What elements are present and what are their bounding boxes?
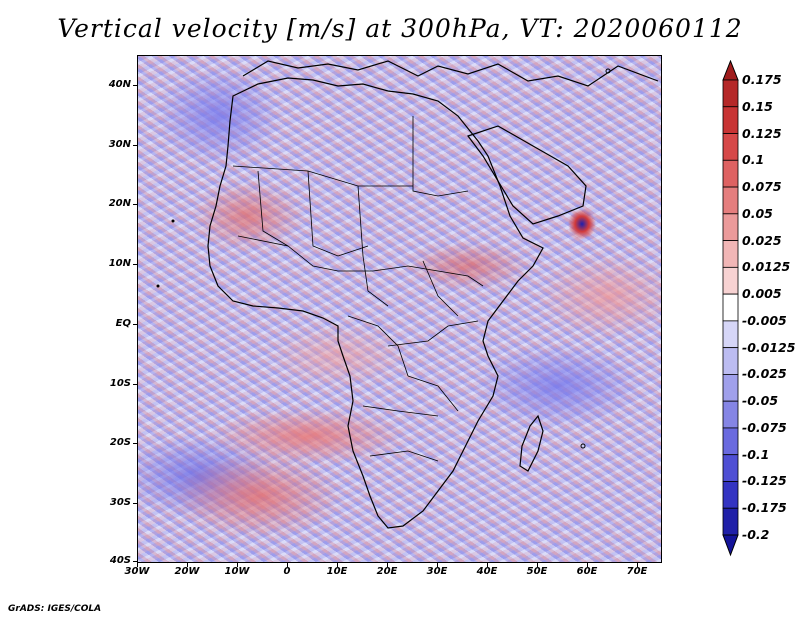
island-marker bbox=[156, 284, 160, 288]
lat-label: 30N bbox=[108, 138, 131, 150]
colorbar-swatch bbox=[722, 454, 739, 482]
colorbar-swatches bbox=[722, 60, 739, 557]
colorbar-label: -0.2 bbox=[742, 527, 770, 542]
colorbar-swatch bbox=[722, 507, 739, 536]
colorbar-label: -0.075 bbox=[742, 419, 787, 435]
lat-label: 20N bbox=[108, 198, 131, 210]
lon-label: 20W bbox=[174, 566, 200, 577]
lat-label: 20S bbox=[109, 437, 131, 449]
colorbar-swatch bbox=[722, 186, 739, 215]
colorbar-label: 0.005 bbox=[742, 286, 782, 302]
lat-tick bbox=[133, 323, 137, 325]
lon-tick bbox=[187, 563, 188, 567]
island-marker bbox=[580, 443, 586, 449]
colorbar-label: 0.15 bbox=[742, 98, 773, 114]
colorbar-top-arrow bbox=[722, 60, 739, 81]
lon-label: 70E bbox=[626, 566, 648, 577]
lon-tick bbox=[587, 563, 588, 567]
colorbar-label: 0.175 bbox=[742, 72, 782, 87]
colorbar-swatch bbox=[722, 213, 739, 241]
colorbar-label: -0.175 bbox=[742, 500, 787, 516]
lon-label: 50E bbox=[526, 566, 548, 577]
lon-label: 30E bbox=[426, 566, 448, 577]
colorbar-label: 0.1 bbox=[742, 152, 765, 168]
lon-tick bbox=[387, 563, 388, 567]
colorbar-label: 0.075 bbox=[742, 179, 782, 195]
colorbar-label: -0.025 bbox=[742, 366, 787, 382]
lon-label: 20E bbox=[376, 566, 398, 577]
colorbar-label: -0.005 bbox=[742, 312, 787, 328]
colorbar-swatch bbox=[722, 293, 739, 322]
lat-tick bbox=[133, 383, 137, 385]
coastline-overlay bbox=[156, 60, 659, 529]
colorbar-label: 0.125 bbox=[742, 125, 782, 141]
colorbar-swatch bbox=[722, 106, 739, 134]
colorbar-bottom-arrow bbox=[722, 534, 739, 557]
colorbar-swatch bbox=[722, 374, 739, 402]
lon-label: 40E bbox=[476, 566, 498, 577]
country-borders bbox=[232, 116, 484, 462]
lat-tick bbox=[133, 443, 137, 445]
lon-tick bbox=[337, 563, 338, 567]
lat-label: 30S bbox=[109, 496, 131, 508]
colorbar-label: -0.1 bbox=[742, 446, 770, 462]
lon-label: 60E bbox=[576, 566, 598, 577]
colorbar-label: 0.05 bbox=[742, 205, 773, 221]
lat-label: 40S bbox=[109, 555, 131, 566]
colorbar-label: 0.025 bbox=[742, 232, 782, 248]
island-marker bbox=[171, 219, 175, 223]
colorbar-swatch bbox=[722, 400, 739, 429]
lat-tick bbox=[133, 561, 137, 562]
map-title: Vertical velocity [m/s] at 300hPa, VT: 2… bbox=[57, 14, 743, 43]
colorbar-label: -0.0125 bbox=[742, 339, 796, 355]
lon-label: 0 bbox=[283, 566, 291, 577]
europe-coastline bbox=[242, 60, 659, 87]
colorbar-label: 0.0125 bbox=[742, 259, 791, 275]
lon-tick bbox=[637, 563, 638, 567]
lon-tick bbox=[237, 563, 238, 567]
colorbar-swatch bbox=[722, 79, 739, 108]
lat-tick bbox=[133, 144, 137, 146]
lat-label: 10N bbox=[108, 258, 131, 270]
arabia-coastline bbox=[467, 125, 587, 225]
lon-tick bbox=[537, 563, 538, 567]
colorbar-swatch bbox=[722, 347, 739, 375]
lon-tick bbox=[287, 563, 288, 567]
colorbar-swatch bbox=[722, 481, 739, 509]
credit-text: GrADS: IGES/COLA bbox=[8, 604, 102, 614]
colorbar-swatch bbox=[722, 133, 739, 161]
colorbar-swatch bbox=[722, 320, 739, 349]
island-marker bbox=[605, 68, 611, 74]
lat-tick bbox=[133, 264, 137, 266]
lat-tick bbox=[133, 204, 137, 206]
madagascar-coastline bbox=[519, 414, 544, 472]
lon-tick bbox=[137, 563, 138, 567]
lat-tick bbox=[133, 502, 137, 504]
lon-label: 30W bbox=[124, 566, 150, 577]
lon-tick bbox=[487, 563, 488, 567]
lat-tick bbox=[133, 85, 137, 86]
lat-label: 10S bbox=[109, 377, 131, 389]
colorbar-swatch bbox=[722, 240, 739, 268]
colorbar-label: -0.05 bbox=[742, 393, 779, 409]
colorbar-swatch bbox=[722, 159, 739, 188]
colorbar-label: -0.125 bbox=[742, 473, 787, 489]
lat-label: EQ bbox=[115, 317, 131, 329]
lat-label: 40N bbox=[108, 79, 131, 90]
lon-label: 10E bbox=[326, 566, 348, 577]
colorbar-swatch bbox=[722, 266, 739, 295]
velocity-map bbox=[137, 55, 662, 563]
lon-label: 10W bbox=[224, 566, 250, 577]
lon-tick bbox=[437, 563, 438, 567]
colorbar: 0.175 0.15 0.125 0.1 0.075 0.05 0.025 0.0125 0.0… bbox=[722, 60, 795, 560]
africa-coastline bbox=[207, 77, 544, 529]
colorbar-swatch bbox=[722, 427, 739, 456]
